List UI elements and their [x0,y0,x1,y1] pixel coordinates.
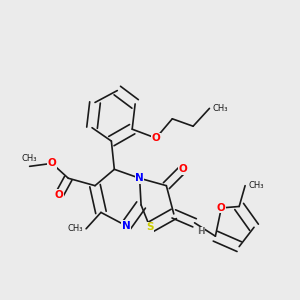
Text: CH₃: CH₃ [68,224,83,233]
Text: O: O [152,133,160,143]
Text: O: O [55,190,64,200]
Text: CH₃: CH₃ [212,104,228,113]
Text: O: O [217,203,226,213]
Text: S: S [146,222,154,232]
Text: CH₃: CH₃ [22,154,38,164]
Text: H: H [197,227,204,236]
Text: O: O [178,164,187,174]
Text: N: N [135,173,144,183]
Text: O: O [47,158,56,168]
Text: N: N [122,221,130,231]
Text: CH₃: CH₃ [248,181,264,190]
